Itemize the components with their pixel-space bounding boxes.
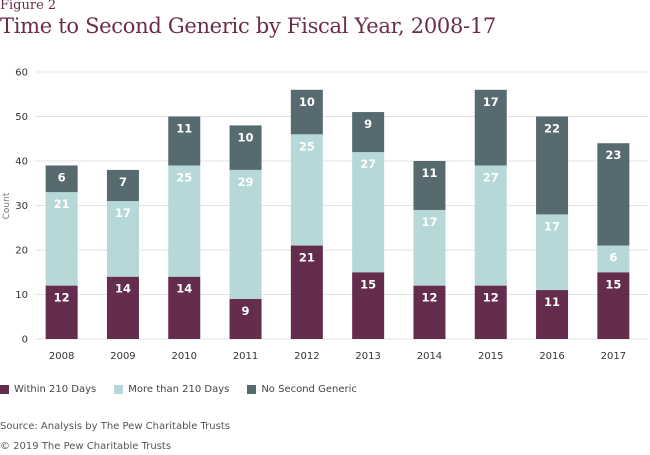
- bar-segment: [45, 192, 78, 286]
- copyright-note: © 2019 The Pew Charitable Trusts: [0, 441, 172, 452]
- bar-value-label: 6: [58, 170, 66, 184]
- legend-item-within-210: Within 210 Days: [0, 384, 96, 395]
- y-tick-label: 60: [15, 68, 28, 79]
- bar-segment: [474, 165, 507, 286]
- bar-segment: [45, 285, 78, 339]
- bar-value-label: 27: [483, 170, 499, 184]
- legend-swatch: [0, 385, 9, 394]
- bar-value-label: 12: [54, 291, 70, 305]
- bar-segment: [413, 161, 446, 210]
- bar-segment: [229, 125, 262, 170]
- x-tick-label: 2008: [49, 351, 74, 362]
- bar-segment: [536, 116, 569, 215]
- x-tick-label: 2009: [110, 351, 135, 362]
- bar-segment: [168, 276, 201, 339]
- chart-plot: 0 10 20 30 40 50 60 Count 12 21 6 14 17 7 14 25 11 9 29 1…: [2, 68, 648, 362]
- bar-value-label: 17: [115, 206, 131, 220]
- bar-value-label: 14: [115, 282, 131, 296]
- bar-segment: [413, 209, 446, 286]
- x-tick-label: 2016: [539, 351, 564, 362]
- y-tick-label: 30: [15, 201, 28, 212]
- bar-segment: [168, 165, 201, 277]
- bar-value-label: 11: [176, 122, 192, 136]
- bar-segment: [352, 152, 385, 273]
- x-tick-label: 2015: [478, 351, 503, 362]
- legend-swatch: [114, 385, 124, 394]
- bar-value-label: 6: [609, 251, 617, 265]
- x-tick-label: 2010: [172, 351, 197, 362]
- bar-segment: [106, 201, 139, 277]
- bar-value-label: 25: [299, 139, 315, 153]
- bar-value-label: 10: [238, 130, 254, 144]
- bar-segment: [106, 276, 139, 339]
- bar-value-label: 9: [364, 117, 372, 131]
- bar-value-label: 21: [299, 251, 315, 265]
- bar-value-label: 15: [360, 277, 376, 291]
- bar-value-label: 12: [421, 291, 437, 305]
- y-tick-label: 0: [22, 335, 28, 346]
- bar-value-label: 21: [54, 197, 70, 211]
- bar-segment: [290, 245, 323, 339]
- bar-value-label: 15: [605, 277, 621, 291]
- source-note: Source: Analysis by The Pew Charitable T…: [0, 421, 230, 432]
- bar-segment: [536, 214, 569, 291]
- bar-value-label: 10: [299, 95, 315, 109]
- legend-label: More than 210 Days: [128, 384, 230, 395]
- bar-value-label: 7: [119, 175, 127, 189]
- bar-segment: [352, 272, 385, 339]
- bar-value-label: 27: [360, 157, 376, 171]
- bar-value-label: 17: [544, 219, 560, 233]
- bar-value-label: 22: [544, 122, 560, 136]
- bar-segment: [597, 143, 630, 246]
- x-tick-label: 2013: [355, 351, 380, 362]
- bar-segment: [536, 290, 569, 339]
- bar-segment: [229, 169, 262, 299]
- figure-label: Figure 2: [0, 0, 57, 13]
- bar-segment: [474, 89, 507, 166]
- y-axis-label: Count: [2, 192, 12, 219]
- y-tick-label: 20: [15, 246, 28, 257]
- bar-segment: [413, 285, 446, 339]
- bar-value-label: 14: [176, 282, 192, 296]
- legend: Within 210 Days More than 210 Days No Se…: [0, 384, 375, 395]
- x-tick-label: 2011: [233, 351, 258, 362]
- bar-value-label: 17: [421, 215, 437, 229]
- bar-value-label: 29: [238, 175, 254, 189]
- bar-segment: [290, 89, 323, 135]
- bar-segment: [106, 169, 139, 202]
- x-tick-label: 2012: [294, 351, 319, 362]
- legend-item-more-than-210: More than 210 Days: [114, 384, 229, 395]
- bar-segment: [474, 285, 507, 339]
- bar-segment: [290, 134, 323, 246]
- y-tick-label: 10: [15, 290, 28, 301]
- bar-value-label: 12: [483, 291, 499, 305]
- y-tick-label: 50: [15, 112, 28, 123]
- bar-value-label: 17: [483, 95, 499, 109]
- bar-segment: [597, 272, 630, 339]
- bar-segment: [45, 165, 78, 193]
- bar-value-label: 9: [242, 304, 250, 318]
- y-tick-label: 40: [15, 157, 28, 168]
- legend-label: No Second Generic: [261, 384, 357, 395]
- bar-value-label: 23: [605, 148, 621, 162]
- legend-item-no-second-generic: No Second Generic: [247, 384, 357, 395]
- x-tick-label: 2014: [417, 351, 442, 362]
- x-tick-label: 2017: [601, 351, 626, 362]
- bar-segment: [229, 298, 262, 339]
- bar-segment: [352, 112, 385, 153]
- bar-segment: [168, 116, 201, 166]
- bar-value-label: 25: [176, 170, 192, 184]
- legend-swatch: [247, 385, 257, 394]
- legend-label: Within 210 Days: [14, 384, 97, 395]
- bar-value-label: 11: [544, 295, 560, 309]
- chart-title: Time to Second Generic by Fiscal Year, 2…: [0, 14, 496, 38]
- bar-segment: [597, 245, 630, 273]
- bar-value-label: 11: [421, 166, 437, 180]
